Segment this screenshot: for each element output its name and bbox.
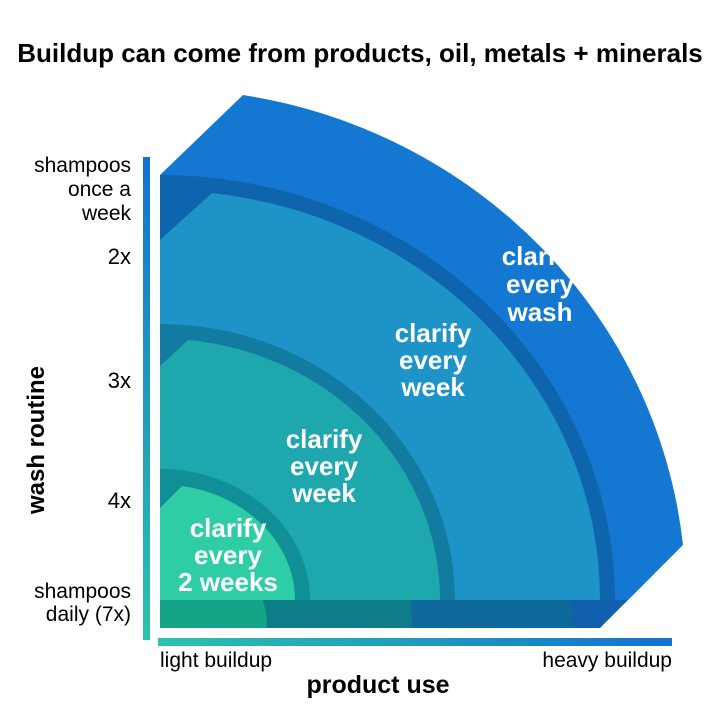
ring-every-wash-label-line2: every: [506, 269, 574, 299]
x-axis-title: product use: [306, 671, 449, 699]
ring-every-week-blue-label-line1: clarify: [395, 318, 472, 348]
ring-every-week-teal-label-line3: week: [291, 478, 356, 508]
tick-2x: 2x: [108, 244, 131, 269]
ring-every-wash-label-line1: clarify: [502, 241, 579, 271]
tick-once-a-week-line1: shampoos: [34, 154, 131, 177]
y-axis-title: wash routine: [23, 366, 50, 515]
x-axis-labels: light buildup heavy buildup product use: [160, 649, 672, 699]
x-axis-max-label: heavy buildup: [542, 649, 672, 672]
y-axis-ticks: shampoos once a week 2x 3x 4x shampoos d…: [34, 154, 131, 626]
x-axis-line: [158, 638, 672, 646]
ring-2-weeks-label-line1: clarify: [190, 513, 267, 543]
tick-3x: 3x: [108, 368, 131, 393]
ring-every-week-blue-label-line3: week: [400, 372, 465, 402]
ring-labels: clarify every 2 weeks clarify every week…: [178, 241, 579, 597]
tick-once-a-week-line3: week: [81, 202, 132, 225]
ring-2-weeks-label-line3: 2 weeks: [178, 567, 278, 597]
y-axis-line: [143, 157, 150, 640]
tick-once-a-week-line2: once a: [68, 178, 131, 201]
ring-2-weeks-label-line2: every: [194, 540, 262, 570]
ring-2-weeks-segment: [160, 486, 295, 600]
plot-area: [160, 95, 683, 628]
tick-4x: 4x: [108, 488, 131, 513]
x-axis-min-label: light buildup: [160, 649, 272, 672]
tick-daily-line1: shampoos: [34, 580, 131, 603]
ring-every-week-teal-label-line1: clarify: [286, 424, 363, 454]
ring-every-wash-label-line3: wash: [506, 297, 572, 327]
ring-every-week-blue-label-line2: every: [399, 345, 467, 375]
ring-every-week-teal-label-line2: every: [290, 451, 358, 481]
tick-daily-line2: daily (7x): [46, 603, 131, 626]
chart-title: Buildup can come from products, oil, met…: [17, 38, 703, 68]
